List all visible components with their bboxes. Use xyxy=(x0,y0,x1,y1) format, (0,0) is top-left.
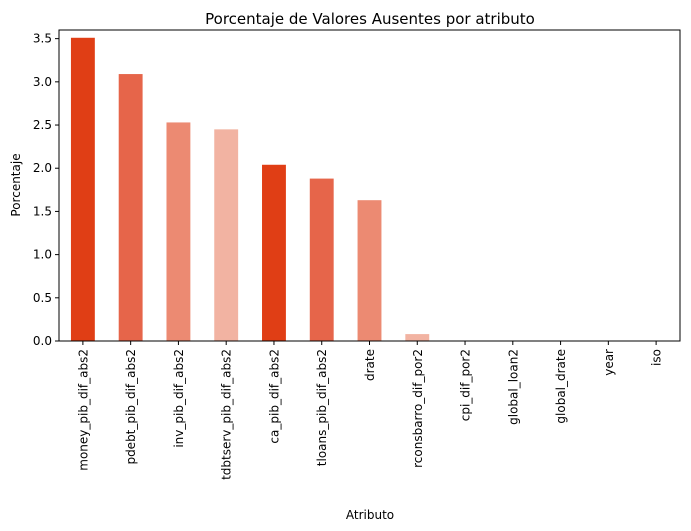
x-tick-label: year xyxy=(602,349,616,376)
chart-title: Porcentaje de Valores Ausentes por atrib… xyxy=(205,10,535,28)
x-axis-label: Atributo xyxy=(346,508,394,522)
bar-ca_pib_dif_abs2 xyxy=(262,164,286,341)
x-tick-label: ca_pib_dif_abs2 xyxy=(267,349,281,444)
x-tick-label: inv_pib_dif_abs2 xyxy=(172,349,186,448)
bar-inv_pib_dif_abs2 xyxy=(166,122,191,341)
y-tick-label: 2.0 xyxy=(33,161,52,175)
x-tick-label: iso xyxy=(650,349,664,366)
bars-group xyxy=(70,37,430,342)
bar-tloans_pib_dif_abs2 xyxy=(309,178,334,341)
y-axis-label: Porcentaje xyxy=(9,153,23,216)
x-tick-label: tloans_pib_dif_abs2 xyxy=(315,349,329,466)
y-tick-label: 0.0 xyxy=(33,334,52,348)
plot-frame xyxy=(58,29,681,342)
bar-pdebt_pib_dif_abs2 xyxy=(118,74,143,341)
y-tick-label: 1.0 xyxy=(33,248,52,262)
x-tick-label: money_pib_dif_abs2 xyxy=(76,349,90,471)
bar-drate xyxy=(357,200,382,341)
bar-money_pib_dif_abs2 xyxy=(70,37,95,342)
y-tick-label: 3.5 xyxy=(33,32,52,46)
bar-tdbtserv_pib_dif_abs2 xyxy=(214,129,239,341)
x-tick-label: global_loan2 xyxy=(506,349,520,425)
x-tick-label: global_drate xyxy=(554,349,568,424)
x-axis: money_pib_dif_abs2 pdebt_pib_dif_abs2 inv_… xyxy=(76,341,664,480)
x-tick-label: tdbtserv_pib_dif_abs2 xyxy=(220,349,234,480)
x-tick-label: rconsbarro_dif_por2 xyxy=(411,349,425,468)
y-axis: 0.0 0.5 1.0 1.5 2.0 2.5 3.0 3.5 xyxy=(33,32,59,348)
x-tick-label: drate xyxy=(363,349,377,381)
x-tick-label: pdebt_pib_dif_abs2 xyxy=(124,349,138,465)
x-tick-label: cpi_dif_por2 xyxy=(459,349,473,421)
y-tick-label: 2.5 xyxy=(33,118,52,132)
y-tick-label: 3.0 xyxy=(33,75,52,89)
y-tick-label: 0.5 xyxy=(33,291,52,305)
y-tick-label: 1.5 xyxy=(33,204,52,218)
bar-rconsbarro_dif_por2 xyxy=(405,334,430,341)
